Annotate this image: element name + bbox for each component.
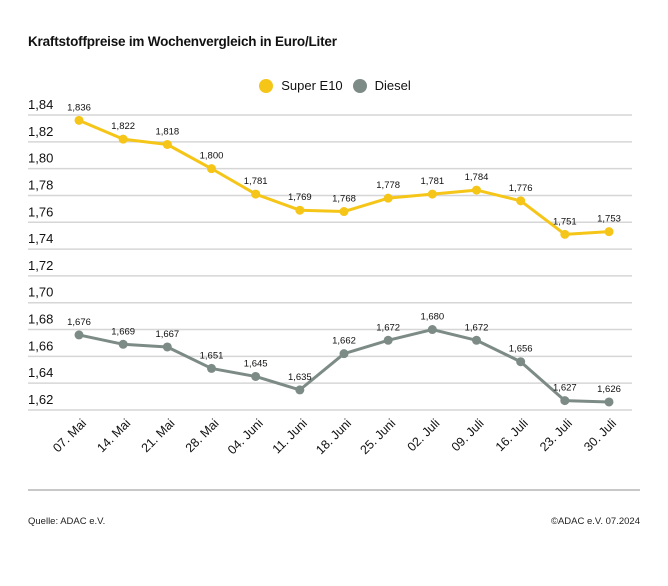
y-tick-label: 1,76 [28, 204, 53, 219]
x-tick-label: 02. Juli [405, 416, 443, 454]
data-label: 1,800 [200, 151, 224, 162]
data-point [516, 196, 526, 206]
data-label: 1,768 [332, 194, 356, 205]
data-label: 1,627 [553, 383, 577, 394]
y-tick-label: 1,82 [28, 124, 53, 139]
legend-label-diesel: Diesel [374, 78, 411, 93]
y-tick-label: 1,84 [28, 97, 53, 112]
y-tick-label: 1,66 [28, 338, 53, 353]
data-label: 1,822 [111, 121, 135, 132]
data-point [118, 339, 128, 349]
y-tick-label: 1,78 [28, 177, 53, 192]
data-label: 1,784 [465, 172, 489, 183]
legend-swatch-super-e10 [259, 78, 274, 93]
chart-title: Kraftstoffpreise im Wochenvergleich in E… [28, 34, 337, 49]
data-point [427, 189, 437, 199]
data-label: 1,656 [509, 344, 533, 355]
data-point [118, 134, 128, 144]
x-tick-label: 09. Juli [449, 416, 487, 454]
data-label: 1,776 [509, 183, 533, 194]
data-point [162, 140, 172, 149]
data-label: 1,836 [67, 102, 91, 113]
data-point [604, 227, 614, 237]
x-tick-label: 21. Mai [139, 416, 178, 455]
data-point [383, 193, 393, 203]
y-tick-label: 1,68 [28, 312, 53, 327]
data-point [560, 229, 570, 239]
y-tick-label: 1,74 [28, 231, 53, 246]
legend: Super E10 Diesel [0, 78, 668, 93]
data-label: 1,781 [420, 176, 444, 187]
data-point [295, 205, 305, 215]
x-tick-label: 28. Mai [183, 416, 222, 455]
data-label: 1,645 [244, 358, 268, 369]
data-point [472, 185, 481, 195]
x-tick-label: 14. Mai [94, 416, 133, 455]
y-tick-label: 1,62 [28, 392, 53, 407]
data-point [339, 349, 349, 359]
x-tick-label: 23. Juli [537, 416, 575, 454]
data-label: 1,818 [155, 127, 179, 138]
x-tick-label: 18. Juni [313, 416, 354, 457]
source-note: Quelle: ADAC e.V. [28, 516, 106, 527]
y-tick-label: 1,70 [28, 285, 53, 300]
data-label: 1,778 [376, 180, 400, 191]
data-label: 1,769 [288, 192, 312, 203]
data-point [516, 357, 526, 367]
data-label: 1,662 [332, 336, 356, 347]
data-label: 1,669 [111, 326, 135, 337]
data-label: 1,672 [376, 322, 400, 333]
x-tick-label: 04. Juni [225, 416, 266, 457]
copyright-note: ©ADAC e.V. 07.2024 [550, 516, 640, 527]
data-label: 1,626 [597, 384, 621, 395]
data-label: 1,635 [288, 372, 312, 383]
legend-swatch-diesel [352, 78, 367, 93]
data-label: 1,781 [244, 176, 268, 187]
data-point [162, 342, 172, 352]
data-point [560, 396, 570, 406]
y-tick-label: 1,64 [28, 365, 53, 380]
data-point [427, 325, 437, 335]
divider [28, 489, 640, 491]
data-label: 1,667 [155, 329, 179, 340]
data-point [74, 330, 84, 340]
data-point [207, 363, 216, 373]
data-label: 1,676 [67, 317, 91, 328]
y-tick-label: 1,80 [28, 151, 53, 166]
data-label: 1,680 [420, 312, 444, 323]
x-tick-label: 25. Juni [357, 416, 398, 457]
data-point [74, 115, 84, 125]
x-tick-label: 16. Juli [493, 416, 531, 454]
x-tick-label: 07. Mai [50, 416, 89, 455]
y-tick-label: 1,72 [28, 258, 53, 273]
data-label: 1,672 [465, 322, 489, 333]
data-label: 1,753 [597, 214, 621, 225]
data-point [295, 385, 305, 395]
x-tick-label: 30. Juli [581, 416, 619, 454]
x-tick-label: 11. Juni [270, 416, 310, 456]
data-point [604, 397, 614, 407]
data-point [383, 335, 393, 345]
data-point [472, 335, 481, 345]
legend-label-super-e10: Super E10 [281, 78, 343, 93]
data-point [251, 189, 261, 199]
data-label: 1,751 [553, 216, 577, 227]
data-point [251, 371, 261, 381]
data-point [207, 164, 216, 174]
data-point [339, 207, 349, 217]
data-label: 1,651 [200, 350, 224, 361]
